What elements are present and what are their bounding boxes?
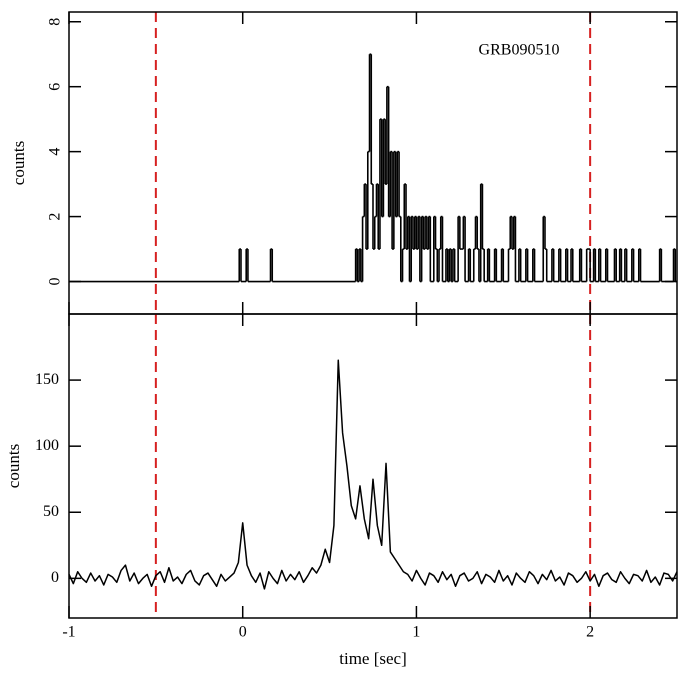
x-tick-label: 0 [239, 624, 247, 641]
y-tick-label: 100 [35, 437, 59, 454]
y-tick-label: 0 [51, 569, 59, 586]
y-tick-label: 4 [47, 148, 64, 156]
x-tick-label: -1 [62, 624, 75, 641]
y-tick-label: 8 [47, 18, 64, 26]
light-curve [68, 359, 678, 590]
y-tick-label: 0 [47, 278, 64, 286]
plot-frame [68, 313, 678, 619]
y-tick-label: 2 [47, 213, 64, 221]
plot-frame [68, 11, 678, 315]
y-tick-label: 150 [35, 371, 59, 388]
x-tick-label: 1 [412, 624, 420, 641]
annotation: GRB090510 [479, 42, 560, 59]
x-axis-title: time [sec] [339, 649, 407, 668]
y-axis-title: counts [4, 444, 23, 488]
y-tick-label: 50 [43, 503, 59, 520]
x-tick-label: 2 [586, 624, 594, 641]
y-axis-title: counts [9, 141, 28, 185]
y-tick-label: 6 [47, 83, 64, 91]
